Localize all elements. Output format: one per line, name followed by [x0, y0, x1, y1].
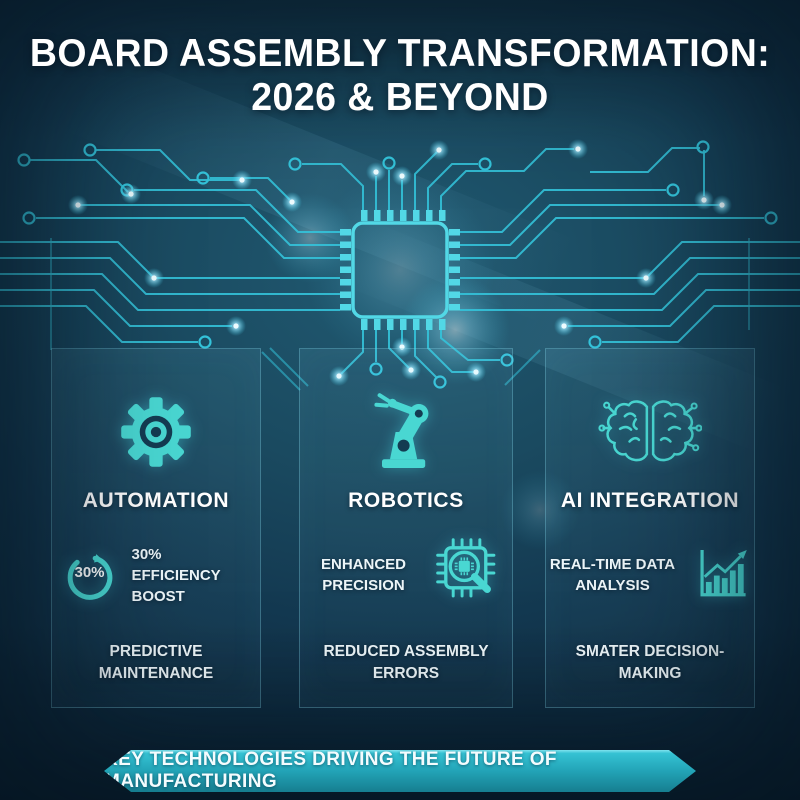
cpu-chip — [340, 210, 460, 330]
fact-row: REAL-TIME DATA ANALYSIS — [549, 539, 752, 611]
fact-text: 30% EFFICIENCY BOOST — [131, 545, 221, 605]
chip-magnifier-icon — [431, 536, 505, 615]
title-line-2: 2026 & BEYOND — [251, 76, 549, 119]
secondary-text: SMATER DECISION-MAKING — [575, 643, 725, 682]
bar-chart-growth-icon — [688, 541, 752, 610]
fact-row: ENHANCED PRECISION — [308, 537, 505, 611]
secondary-text: REDUCED ASSEMBLY ERRORS — [323, 643, 489, 682]
panel-ai-integration: AI INTEGRATION REAL-TIME DATA ANALYSIS — [545, 348, 755, 708]
fact-text: ENHANCED PRECISION — [320, 556, 406, 594]
brain-circuit-icon — [598, 387, 702, 477]
gear-icon — [119, 387, 193, 477]
efficiency-badge: 30% — [74, 564, 105, 581]
page-title: BOARD ASSEMBLY TRANSFORMATION: 2026 & BE… — [16, 32, 784, 120]
title-line-1: BOARD ASSEMBLY TRANSFORMATION: — [29, 32, 771, 75]
panel-automation: AUTOMATION 30% 30% EFFICIENCY BOOST PRED… — [51, 348, 261, 708]
circular-arrow-icon: 30% — [59, 544, 121, 606]
footer-banner: KEY TECHNOLOGIES DRIVING THE FUTURE OF M… — [104, 750, 696, 792]
secondary-text: PREDICTIVE MAINTENANCE — [98, 643, 214, 682]
column-heading: ROBOTICS — [348, 489, 464, 512]
fact-text: REAL-TIME DATA ANALYSIS — [549, 556, 676, 594]
column-heading: AI INTEGRATION — [560, 489, 740, 512]
fact-row: 30% 30% EFFICIENCY BOOST — [59, 539, 254, 611]
column-heading: AUTOMATION — [82, 489, 230, 512]
panel-robotics: ROBOTICS ENHANCED PRECISION — [299, 348, 513, 708]
robot-arm-icon — [366, 387, 446, 477]
footer-banner-text: KEY TECHNOLOGIES DRIVING THE FUTURE OF M… — [104, 749, 557, 792]
